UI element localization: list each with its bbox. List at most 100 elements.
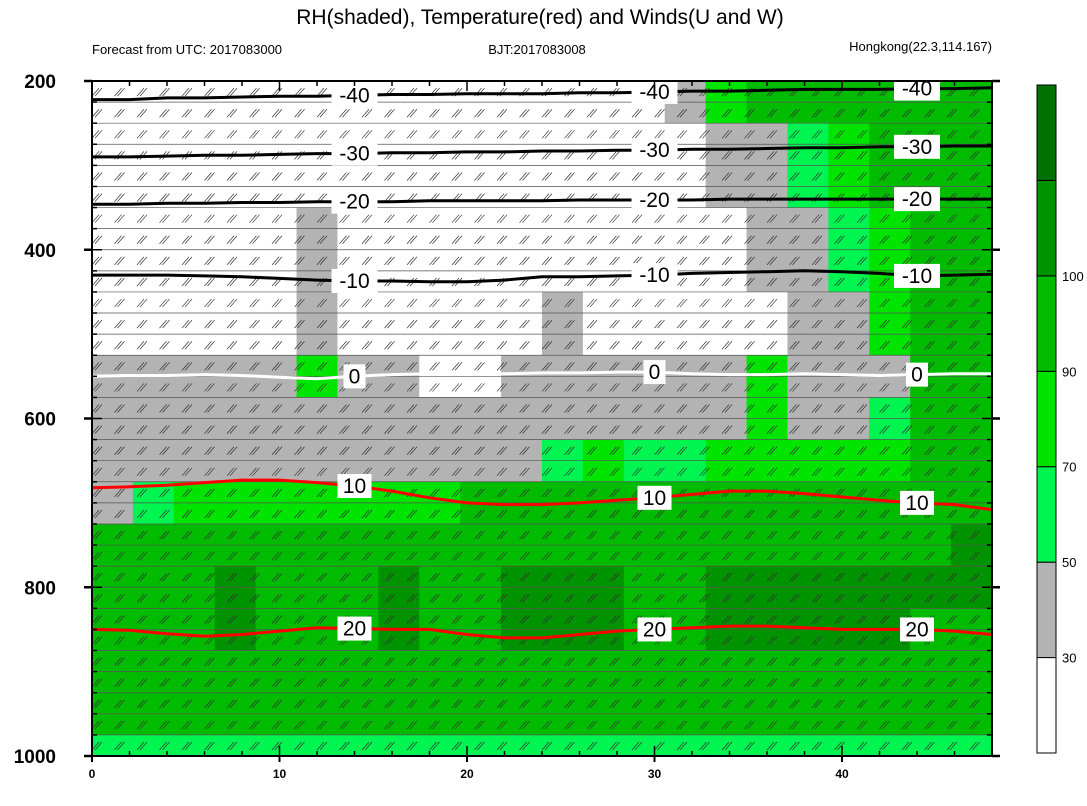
wind-barb bbox=[766, 298, 778, 308]
wind-barb bbox=[181, 319, 193, 329]
wind-barb bbox=[226, 530, 238, 540]
wind-barb bbox=[564, 256, 575, 266]
wind-barb bbox=[496, 404, 508, 413]
wind-barb bbox=[564, 341, 575, 350]
wind-barb bbox=[654, 298, 665, 308]
wind-barb bbox=[361, 172, 373, 181]
rh-cell bbox=[255, 734, 298, 756]
rh-cell bbox=[337, 291, 379, 356]
wind-barb bbox=[721, 509, 733, 519]
wind-barb bbox=[946, 362, 958, 371]
wind-barb bbox=[811, 741, 823, 751]
wind-barb bbox=[901, 298, 913, 308]
wind-barb bbox=[181, 362, 193, 371]
wind-barb bbox=[451, 636, 463, 645]
wind-barb bbox=[294, 319, 305, 329]
wind-barb bbox=[586, 319, 598, 329]
wind-barb bbox=[541, 615, 553, 624]
wind-barb bbox=[766, 341, 778, 350]
wind-barb bbox=[496, 425, 508, 434]
wind-barb bbox=[586, 341, 598, 350]
wind-barb bbox=[294, 699, 305, 709]
wind-barb bbox=[181, 341, 193, 350]
wind-barb bbox=[294, 383, 305, 392]
wind-barb bbox=[856, 277, 868, 287]
wind-barb bbox=[609, 467, 620, 477]
chart-title: RH(shaded), Temperature(red) and Winds(U… bbox=[296, 6, 783, 29]
wind-barb bbox=[226, 657, 238, 666]
wind-barb bbox=[766, 446, 778, 455]
wind-barb bbox=[541, 151, 553, 160]
wind-barb bbox=[136, 256, 148, 266]
wind-barb bbox=[811, 594, 823, 603]
wind-barb bbox=[924, 446, 935, 455]
wind-barb bbox=[901, 720, 913, 730]
wind-barb bbox=[789, 383, 800, 392]
wind-barb bbox=[339, 446, 350, 455]
wind-barb bbox=[361, 108, 373, 118]
wind-barb bbox=[294, 425, 305, 434]
wind-barb bbox=[721, 425, 733, 434]
wind-barb bbox=[226, 488, 238, 498]
wind-barb bbox=[766, 678, 778, 687]
wind-barb bbox=[226, 551, 238, 561]
wind-barb bbox=[676, 699, 688, 709]
wind-barb bbox=[406, 256, 418, 266]
rh-cell bbox=[582, 291, 625, 356]
contour-label: -40 bbox=[639, 81, 669, 104]
wind-barb bbox=[834, 741, 845, 751]
wind-barb bbox=[541, 509, 553, 519]
rh-cell bbox=[623, 734, 666, 756]
wind-barb bbox=[834, 678, 845, 687]
wind-barb bbox=[834, 277, 845, 287]
wind-barb bbox=[114, 636, 125, 645]
wind-barb bbox=[811, 509, 823, 519]
rh-cell bbox=[828, 734, 870, 756]
wind-barb bbox=[226, 214, 238, 223]
wind-barb bbox=[834, 151, 845, 160]
wind-barb bbox=[856, 636, 868, 645]
wind-barb bbox=[429, 383, 440, 392]
wind-barb bbox=[294, 235, 305, 245]
wind-barb bbox=[136, 298, 148, 308]
wind-barb bbox=[316, 446, 328, 455]
wind-barb bbox=[564, 678, 575, 687]
wind-barb bbox=[586, 467, 598, 477]
wind-barb bbox=[159, 678, 170, 687]
wind-barb bbox=[541, 573, 553, 582]
wind-barb bbox=[609, 256, 620, 266]
wind-barb bbox=[316, 615, 328, 624]
wind-barb bbox=[811, 678, 823, 687]
wind-barb bbox=[474, 298, 485, 308]
wind-barb bbox=[564, 636, 575, 645]
wind-barb bbox=[699, 172, 710, 181]
wind-barb bbox=[564, 214, 575, 223]
wind-barb bbox=[676, 509, 688, 519]
x-tick-label: 0 bbox=[89, 767, 96, 781]
wind-barb bbox=[744, 509, 755, 519]
wind-barb bbox=[136, 172, 148, 181]
colorbar-box bbox=[1036, 275, 1057, 372]
wind-barb bbox=[429, 530, 440, 540]
wind-barb bbox=[924, 214, 935, 223]
wind-barb bbox=[924, 467, 935, 477]
wind-barb bbox=[766, 551, 778, 561]
wind-barb bbox=[339, 341, 350, 350]
wind-barb bbox=[249, 699, 260, 709]
wind-barb bbox=[676, 573, 688, 582]
wind-barb bbox=[631, 341, 643, 350]
contour-label-box bbox=[643, 360, 666, 385]
wind-barb bbox=[519, 741, 530, 751]
wind-barb bbox=[114, 404, 125, 413]
wind-barb bbox=[181, 594, 193, 603]
wind-barb bbox=[879, 235, 890, 245]
wind-barb bbox=[541, 467, 553, 477]
wind-barb bbox=[92, 404, 103, 413]
wind-barb bbox=[361, 256, 373, 266]
wind-barb bbox=[721, 130, 733, 139]
wind-barb bbox=[766, 319, 778, 329]
wind-barb bbox=[789, 425, 800, 434]
wind-barb bbox=[564, 488, 575, 498]
wind-barb bbox=[879, 404, 890, 413]
wind-barb bbox=[136, 488, 148, 498]
